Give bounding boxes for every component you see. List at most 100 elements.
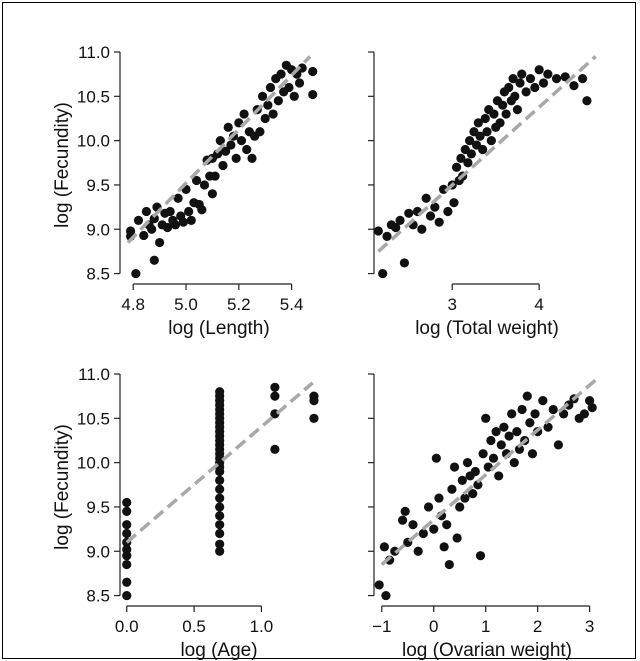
data-point xyxy=(207,189,217,199)
data-point xyxy=(141,206,151,217)
data-point xyxy=(273,96,283,106)
data-point xyxy=(488,453,499,463)
data-point xyxy=(184,206,194,217)
data-point xyxy=(133,215,144,225)
data-point xyxy=(579,409,590,419)
data-point xyxy=(284,82,294,93)
data-point xyxy=(494,471,504,481)
data-point xyxy=(268,109,278,119)
data-point xyxy=(551,73,562,84)
panel-2: 3 4 log (Total weight) xyxy=(368,51,597,339)
data-point xyxy=(530,82,540,93)
data-point xyxy=(381,590,391,601)
data-point xyxy=(395,215,405,225)
x-axis-label: log (Length) xyxy=(168,318,269,339)
data-point xyxy=(149,214,159,224)
data-point xyxy=(215,484,225,494)
data-point xyxy=(434,493,444,503)
data-point xyxy=(569,81,579,91)
panel-4: −1 0 1 2 3 log (Ovarian weight) xyxy=(368,373,599,661)
data-point xyxy=(525,418,535,428)
data-point xyxy=(308,89,318,100)
data-point xyxy=(399,258,410,268)
data-point xyxy=(449,198,459,208)
data-point xyxy=(473,480,483,490)
y-tick-label: 9.0 xyxy=(86,220,110,239)
y-axis-label: log (Fecundity) xyxy=(52,102,73,228)
x-tick-label: 2 xyxy=(533,617,542,636)
data-point xyxy=(473,118,483,128)
data-point xyxy=(297,63,307,73)
x-tick-label: 0 xyxy=(429,617,438,636)
data-point xyxy=(309,413,319,423)
x-tick-label: 3 xyxy=(585,617,594,636)
data-point xyxy=(374,580,384,590)
data-point xyxy=(530,409,540,419)
x-tick-label: 4 xyxy=(534,295,543,314)
trend-line xyxy=(125,381,314,544)
data-point xyxy=(378,268,388,279)
data-point xyxy=(122,590,132,601)
data-point xyxy=(260,113,270,124)
data-point xyxy=(517,404,527,415)
panel-3: 8.5 9.0 9.5 10.0 10.5 11.0 0.0 0.5 1.0 log (Age) l… xyxy=(52,365,319,661)
data-point xyxy=(155,237,165,248)
data-point xyxy=(242,144,252,155)
data-point xyxy=(480,113,490,124)
data-point xyxy=(452,533,462,543)
data-point xyxy=(439,542,449,552)
data-point xyxy=(178,217,188,227)
trend-line xyxy=(377,55,597,253)
y-tick-label: 9.5 xyxy=(86,498,110,517)
y-tick-label: 11.0 xyxy=(78,365,110,384)
data-point xyxy=(122,520,132,530)
data-point xyxy=(215,511,225,521)
trend-line xyxy=(380,377,599,566)
data-point xyxy=(522,391,532,401)
data-point xyxy=(447,484,457,494)
data-point xyxy=(265,82,276,93)
y-tick-label: 9.0 xyxy=(86,542,110,561)
y-axis-label: log (Fecundity) xyxy=(52,424,73,550)
data-point xyxy=(231,153,241,163)
data-point xyxy=(444,559,454,570)
y-tick-label: 10.0 xyxy=(77,454,110,473)
data-point xyxy=(465,136,475,146)
data-point xyxy=(382,231,392,241)
data-point xyxy=(122,506,132,516)
data-point xyxy=(139,230,149,241)
data-point xyxy=(425,211,436,221)
data-point xyxy=(170,220,181,230)
data-point xyxy=(276,69,286,79)
data-point xyxy=(498,100,508,110)
data-point xyxy=(191,175,202,186)
data-point xyxy=(223,122,233,132)
data-point xyxy=(456,153,466,163)
data-point xyxy=(525,73,536,84)
data-point xyxy=(122,528,132,539)
data-point xyxy=(397,515,408,525)
data-point xyxy=(294,78,305,88)
data-point xyxy=(585,395,595,406)
data-point xyxy=(413,546,423,556)
panel-1: 8.5 9.0 9.5 10.0 10.5 11.0 4.8 5.0 5.2 5.4 log (Le… xyxy=(52,43,318,339)
x-axis-label: log (Age) xyxy=(180,640,257,661)
data-point xyxy=(226,140,236,150)
data-point xyxy=(527,449,538,459)
data-point xyxy=(215,528,225,539)
data-point xyxy=(221,146,231,156)
data-point xyxy=(122,497,132,508)
data-point xyxy=(421,193,431,203)
x-axis-label: log (Total weight) xyxy=(415,318,559,339)
x-tick-label: 5.4 xyxy=(280,295,304,314)
data-point xyxy=(308,66,318,77)
data-point xyxy=(486,136,496,146)
data-point xyxy=(512,427,522,437)
data-point xyxy=(462,458,473,468)
data-point xyxy=(501,109,511,119)
data-point xyxy=(553,440,564,450)
data-point xyxy=(482,127,492,137)
data-point xyxy=(236,136,247,146)
